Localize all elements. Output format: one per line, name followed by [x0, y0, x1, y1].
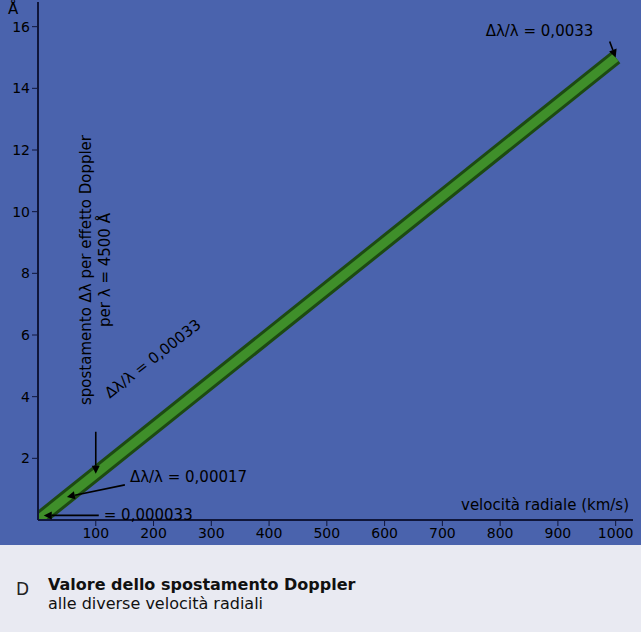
- svg-text:500: 500: [313, 525, 340, 541]
- svg-text:Δλ/λ = 0,00033: Δλ/λ = 0,00033: [101, 316, 204, 402]
- svg-text:100: 100: [82, 525, 109, 541]
- svg-text:600: 600: [371, 525, 398, 541]
- html-text:per λ = 4500 Å: per λ = 4500 Å: [96, 213, 114, 327]
- svg-text:12: 12: [12, 142, 30, 158]
- svg-text:Δλ/λ = 0,0033: Δλ/λ = 0,0033: [486, 22, 594, 40]
- html-text:D: D: [16, 579, 30, 599]
- svg-text:8: 8: [21, 265, 30, 281]
- html-text:velocità radiale (km/s): velocità radiale (km/s): [461, 496, 629, 514]
- svg-text:= 0,000033: = 0,000033: [104, 506, 193, 524]
- svg-text:700: 700: [429, 525, 456, 541]
- svg-text:1000: 1000: [598, 525, 633, 541]
- html-text:spostamento Δλ per effetto Dop: spostamento Δλ per effetto Doppler: [77, 135, 95, 405]
- svg-text:800: 800: [487, 525, 514, 541]
- svg-text:6: 6: [21, 327, 30, 343]
- svg-text:300: 300: [198, 525, 225, 541]
- html-text:alle diverse velocità radiali: alle diverse velocità radiali: [48, 594, 263, 613]
- svg-text:4: 4: [21, 389, 30, 405]
- svg-text:900: 900: [545, 525, 572, 541]
- svg-text:200: 200: [140, 525, 167, 541]
- svg-text:16: 16: [12, 19, 30, 35]
- svg-text:Δλ/λ = 0,00017: Δλ/λ = 0,00017: [130, 468, 247, 486]
- html-text:Å: Å: [8, 0, 19, 18]
- html-text:Valore dello spostamento Doppl: Valore dello spostamento Doppler: [48, 575, 356, 594]
- svg-text:2: 2: [21, 450, 30, 466]
- svg-text:14: 14: [12, 80, 30, 96]
- svg-text:10: 10: [12, 204, 30, 220]
- svg-text:400: 400: [256, 525, 283, 541]
